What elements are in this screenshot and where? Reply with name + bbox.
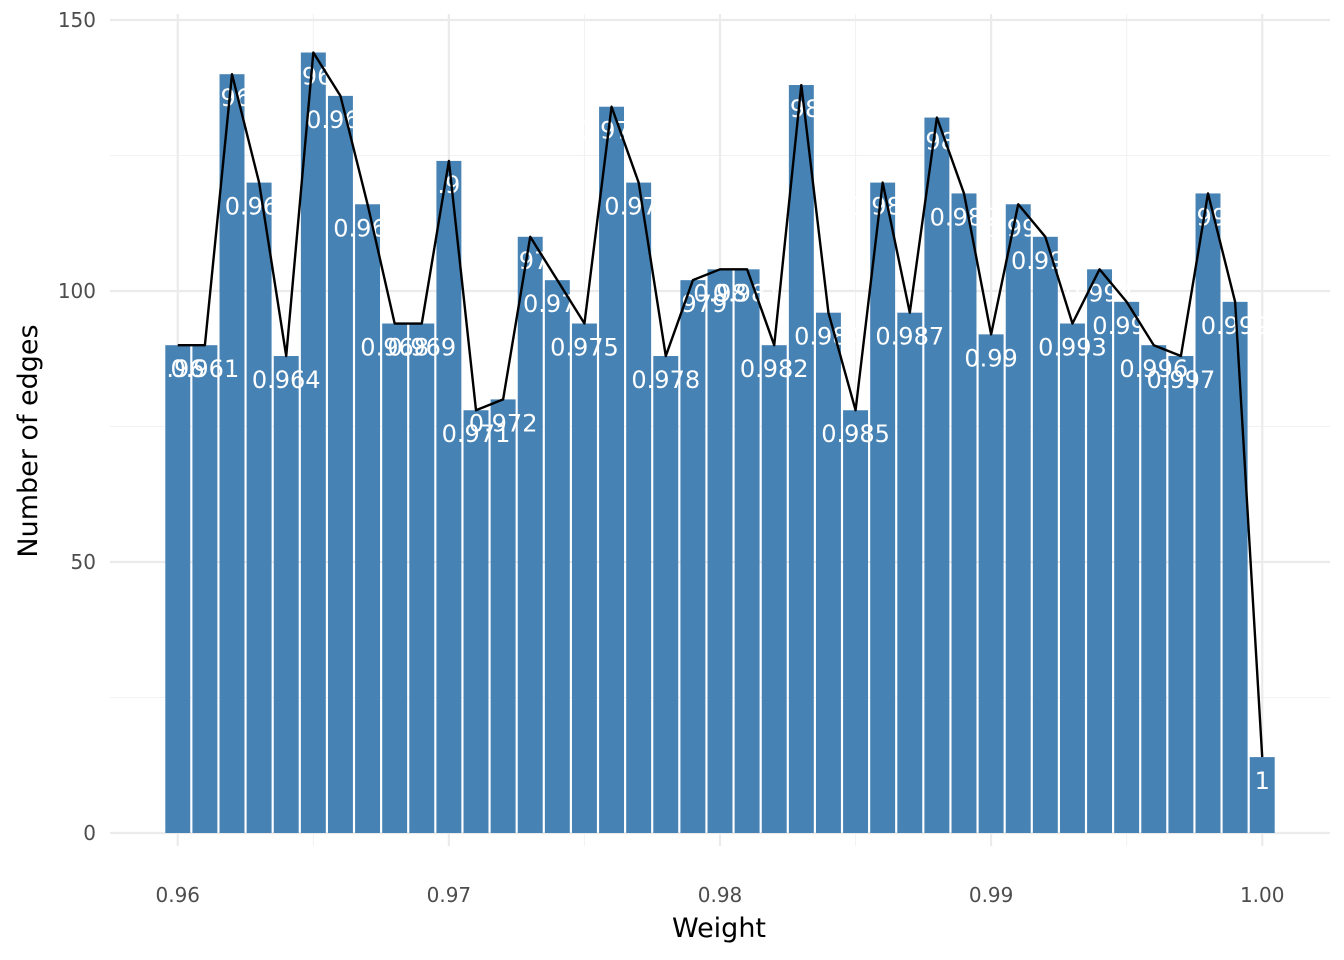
bar-value-label: 0.986 [848,193,917,221]
bar-value-label: 0.991 [984,214,1053,242]
bar [1032,236,1058,834]
x-axis-ticks: 0.96 0.97 0.98 0.99 1.00 [156,883,1285,907]
bar [897,312,923,833]
bar-value-label: 0.972 [469,409,538,437]
bar-value-label: 0.973 [496,247,565,275]
bar [1005,204,1031,833]
bar-value-label: 0.961 [171,355,240,383]
bar [1059,323,1085,833]
bar [761,345,787,833]
bar [219,74,245,833]
bar [165,345,191,833]
bar-value-label: 0.993 [1038,334,1107,362]
bar [924,117,950,833]
bar-value-label: 0.981 [713,279,782,307]
bar-value-label: 0.968 [360,334,429,362]
bar [843,410,869,833]
bar [653,356,679,833]
bar-value-label: 0.988 [903,128,972,156]
bar [300,52,326,833]
bar [327,95,353,833]
x-tick-label: 1.00 [1240,883,1285,907]
bar-value-label: 0.963 [225,193,294,221]
bars [165,52,1275,834]
bar [273,356,299,833]
bar [1195,193,1221,833]
trend-line-group [177,51,1264,758]
bar [544,280,570,833]
bar-value-label: 0.994 [1065,279,1134,307]
bar-value-label: 0.977 [604,193,673,221]
bar-value-label: 0.96 [151,355,204,383]
y-tick-label: 0 [83,821,96,845]
x-tick-label: 0.99 [969,883,1014,907]
bar [571,323,597,833]
bar-value-label: 0.969 [387,334,456,362]
bar-value-label: 0.996 [1119,355,1188,383]
bar [978,334,1004,833]
bar-value-label: 0.965 [279,63,348,91]
bar-value-label: 1 [1255,767,1270,795]
bar-value-label: 0.971 [442,420,511,448]
bar-value-label: 0.978 [631,366,700,394]
bar-value-label: 0.967 [333,214,402,242]
y-tick-label: 50 [71,550,96,574]
y-axis-title: Number of edges [13,324,44,557]
bar [815,312,841,833]
bar [788,85,814,834]
bar [680,280,706,833]
bar [409,323,435,833]
bar-value-label: 0.976 [577,117,646,145]
bar [490,399,516,833]
bar-value-label: 0.964 [252,366,321,394]
bar-value-label: 0.974 [523,290,592,318]
y-tick-label: 150 [58,8,96,32]
bar [517,236,543,834]
bar [1087,269,1113,833]
bar [463,410,489,833]
bar-value-label: 0.99 [964,344,1017,372]
bar [246,182,272,834]
x-tick-label: 0.97 [427,883,472,907]
bar [626,182,652,834]
bar-value-label: 0.979 [659,290,728,318]
bar-value-label: 0.989 [930,203,999,231]
bar [1141,345,1167,833]
bar-value-label: 0.983 [767,95,836,123]
trend-line [177,51,1264,758]
bar-value-label: 0.966 [306,106,375,134]
bar-value-label: 0.995 [1092,312,1161,340]
bar [707,269,733,833]
x-tick-label: 0.98 [698,883,743,907]
bar [1168,356,1194,833]
bar [870,182,896,834]
bar-value-label: 0.97 [422,171,475,199]
bar [192,345,218,833]
bar-value-label: 0.998 [1174,203,1243,231]
y-axis-ticks: 0 50 100 150 [58,8,96,845]
bar [436,160,462,834]
bar-value-label: 0.985 [821,420,890,448]
bar [1222,301,1248,834]
bar [355,204,381,833]
bar-value-label: 0.962 [198,84,267,112]
x-axis-title: Weight [672,913,766,944]
bar-value-label: 0.975 [550,334,619,362]
bar-value-label: 0.98 [693,279,746,307]
bar [382,323,408,833]
bar [951,193,977,833]
bar [1114,301,1140,834]
bar-value-label: 0.992 [1011,247,1080,275]
y-tick-label: 100 [58,279,96,303]
bar [734,269,760,833]
bar-value-label: 0.982 [740,355,809,383]
x-tick-label: 0.96 [156,883,201,907]
bar-value-label: 0.984 [794,323,863,351]
bar-value-label: 0.987 [875,323,944,351]
bar-labels: 0.960.961 0.962 0.963 0.964 0.965 0.966 0.967 0… [151,63,1270,796]
bar [599,106,625,834]
bar-value-label: 0.997 [1147,366,1216,394]
bar [1249,757,1275,833]
